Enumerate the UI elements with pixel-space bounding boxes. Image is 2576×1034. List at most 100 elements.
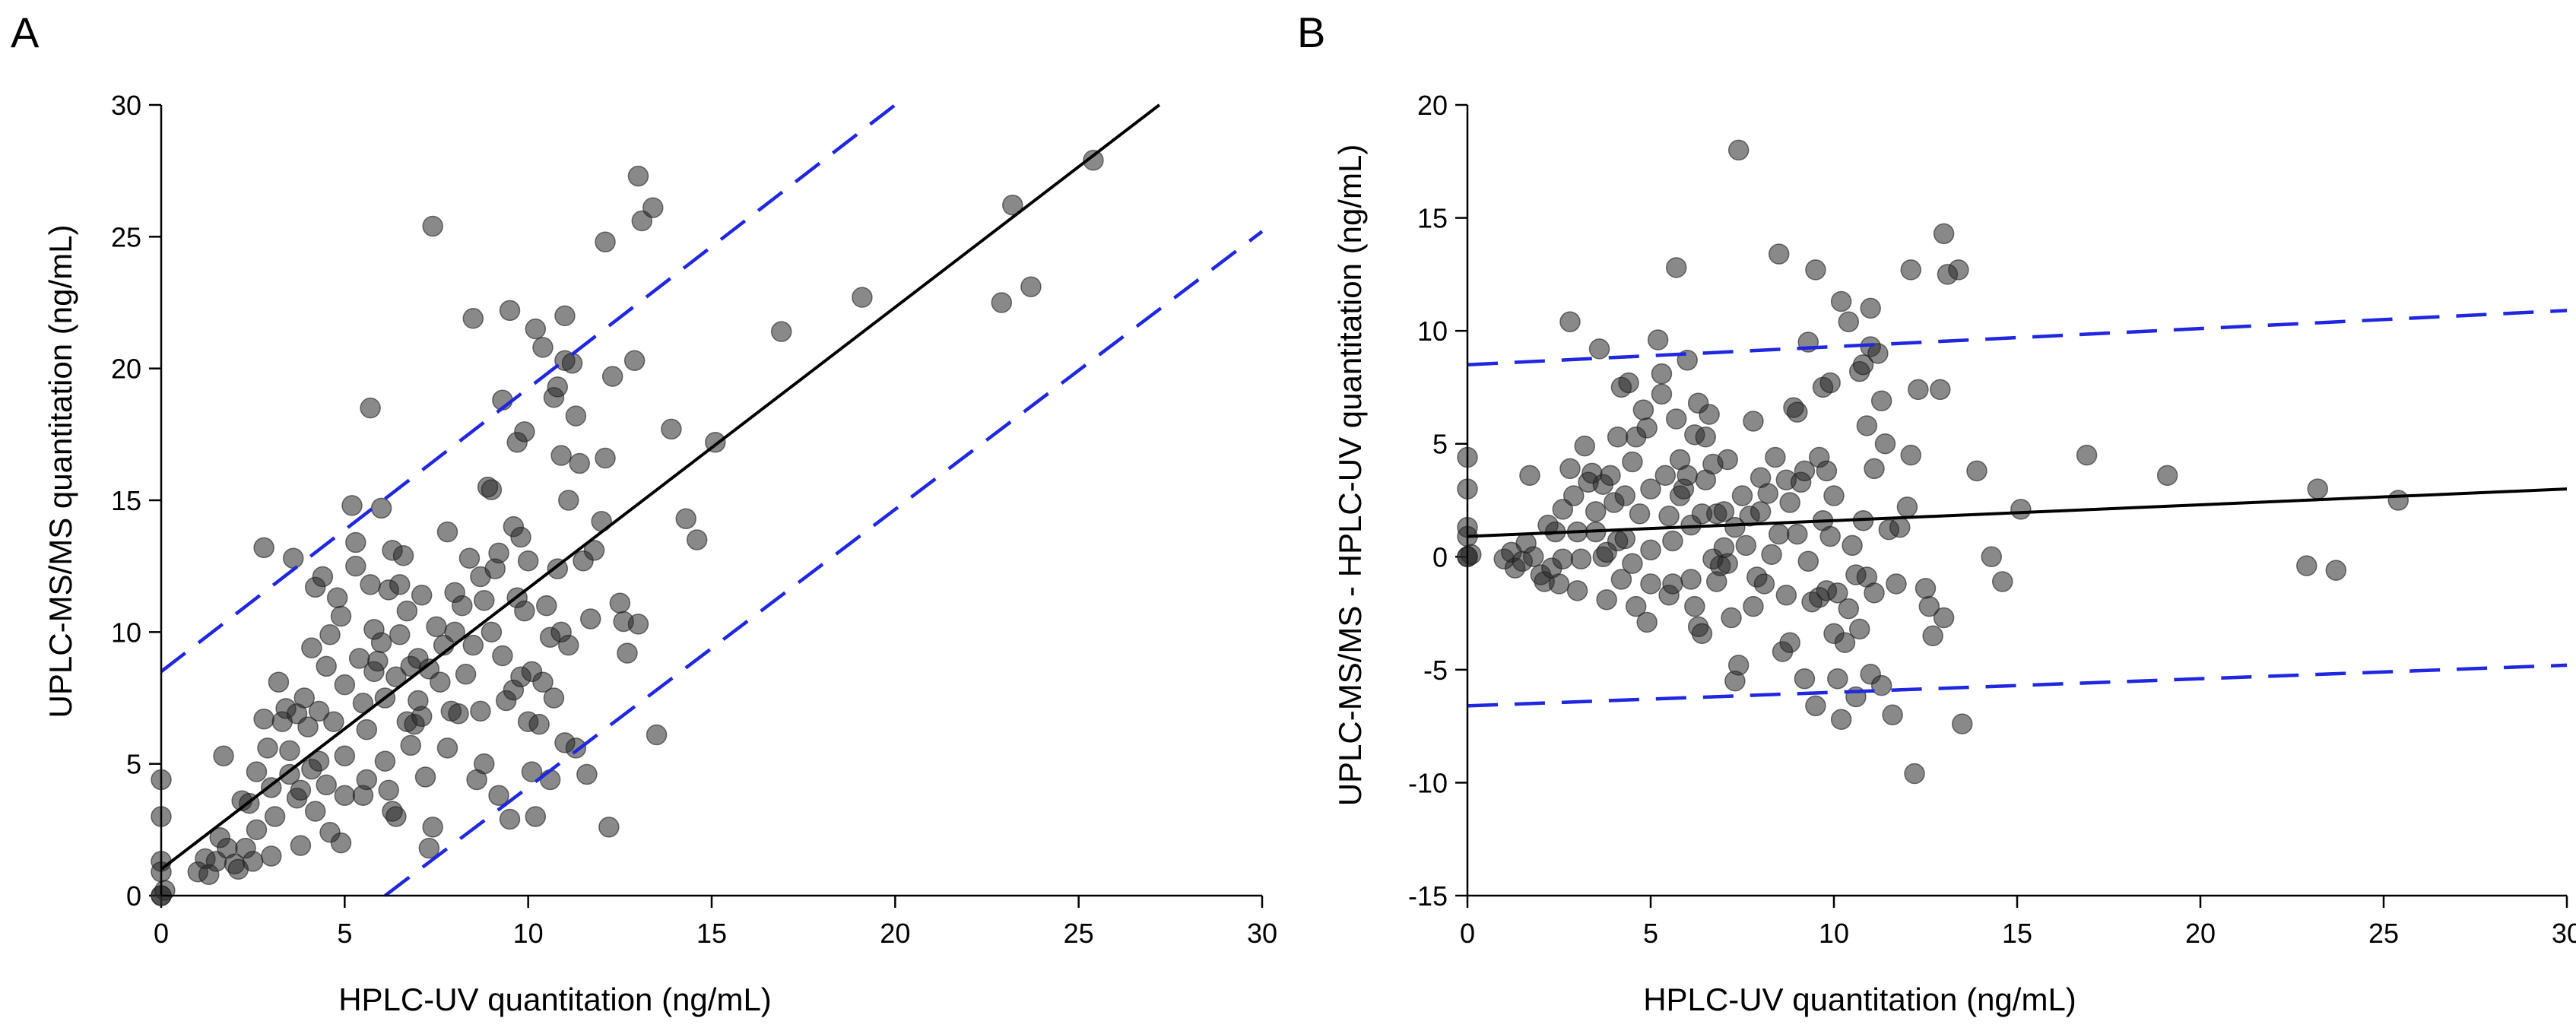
y-tick-label: 0 [1432, 541, 1448, 573]
data-point [1647, 329, 1669, 350]
data-point [385, 666, 407, 688]
data-point [385, 806, 407, 827]
data-point [1886, 573, 1907, 595]
data-point [268, 671, 290, 693]
data-point [1819, 525, 1841, 547]
data-point [418, 837, 440, 859]
data-point [499, 808, 521, 830]
data-point [1677, 465, 1698, 487]
data-point [1658, 506, 1680, 527]
data-point [411, 706, 433, 728]
data-point [257, 737, 278, 759]
data-point [1823, 485, 1845, 506]
data-point [1874, 433, 1896, 455]
x-tick-label: 10 [1819, 918, 1849, 949]
data-point [547, 376, 569, 398]
data-point [1731, 485, 1753, 506]
data-point [1933, 607, 1955, 629]
data-point [1827, 668, 1848, 690]
data-point [1860, 297, 1881, 319]
data-point [1838, 311, 1860, 333]
data-point [436, 737, 458, 759]
data-point [1830, 290, 1852, 312]
data-point [1622, 451, 1643, 473]
data-point [1948, 259, 1969, 281]
data-point [536, 595, 557, 617]
data-point [290, 835, 312, 856]
data-point [1566, 580, 1588, 601]
data-point [2325, 560, 2347, 581]
data-point [1805, 695, 1826, 717]
data-point [558, 490, 579, 511]
data-point [330, 605, 352, 627]
data-point [532, 337, 554, 358]
data-point [1882, 704, 1903, 726]
data-point [319, 624, 341, 645]
data-point [326, 587, 348, 609]
data-point [1735, 534, 1757, 557]
panel-a-y-axis-label: UPLC-MS/MS quantitation (ng/mL) [43, 225, 78, 718]
data-point [279, 740, 300, 762]
x-tick-label: 20 [880, 918, 910, 949]
data-point [1713, 501, 1735, 522]
data-point [279, 763, 300, 785]
data-point [1680, 569, 1702, 590]
data-point [389, 574, 411, 595]
data-point [1519, 465, 1540, 487]
data-point [1523, 546, 1544, 568]
data-point [510, 526, 531, 548]
data-point [1588, 338, 1610, 360]
data-point [301, 637, 322, 658]
data-point [770, 321, 792, 342]
data-point [1691, 623, 1713, 645]
data-point [1651, 363, 1673, 385]
data-point [623, 350, 646, 372]
data-point [430, 671, 451, 693]
y-tick-label: 10 [111, 617, 141, 648]
data-point [1768, 523, 1790, 545]
data-point [1830, 709, 1852, 730]
data-point [1852, 354, 1874, 376]
data-point [1614, 485, 1636, 506]
data-point [458, 547, 481, 569]
data-point [2307, 478, 2328, 500]
data-point [2296, 555, 2317, 576]
data-point [1794, 668, 1816, 690]
data-point [492, 645, 513, 667]
y-tick-label: 0 [126, 880, 141, 912]
data-point [370, 632, 392, 653]
data-point [283, 547, 304, 569]
y-tick-label: 20 [111, 354, 141, 385]
data-point [1805, 259, 1826, 281]
data-point [1768, 243, 1790, 265]
data-point [521, 761, 543, 782]
data-point [1665, 408, 1687, 430]
x-tick-label: 15 [2002, 918, 2032, 949]
y-tick-label: 15 [111, 485, 141, 516]
data-point [1724, 516, 1746, 538]
data-point [370, 497, 392, 519]
data-point [2156, 465, 2178, 487]
data-point [261, 845, 282, 867]
data-point [246, 819, 268, 841]
data-point [569, 452, 590, 474]
limit-line [160, 103, 896, 674]
y-tick-label: 10 [1417, 316, 1448, 347]
data-point [316, 655, 337, 677]
data-point [422, 215, 443, 237]
data-point [400, 734, 421, 756]
data-point [1563, 485, 1585, 506]
data-point [1717, 553, 1738, 574]
data-point [1761, 544, 1782, 566]
data-point [452, 595, 473, 617]
data-point [389, 624, 411, 645]
data-point [532, 671, 554, 693]
data-point [246, 761, 268, 782]
data-point [1614, 528, 1636, 550]
data-point [1864, 582, 1885, 604]
x-tick-label: 30 [2552, 918, 2576, 949]
data-point [1559, 311, 1581, 333]
data-point [576, 763, 598, 785]
x-tick-label: 15 [696, 918, 727, 949]
data-point [1727, 139, 1750, 161]
